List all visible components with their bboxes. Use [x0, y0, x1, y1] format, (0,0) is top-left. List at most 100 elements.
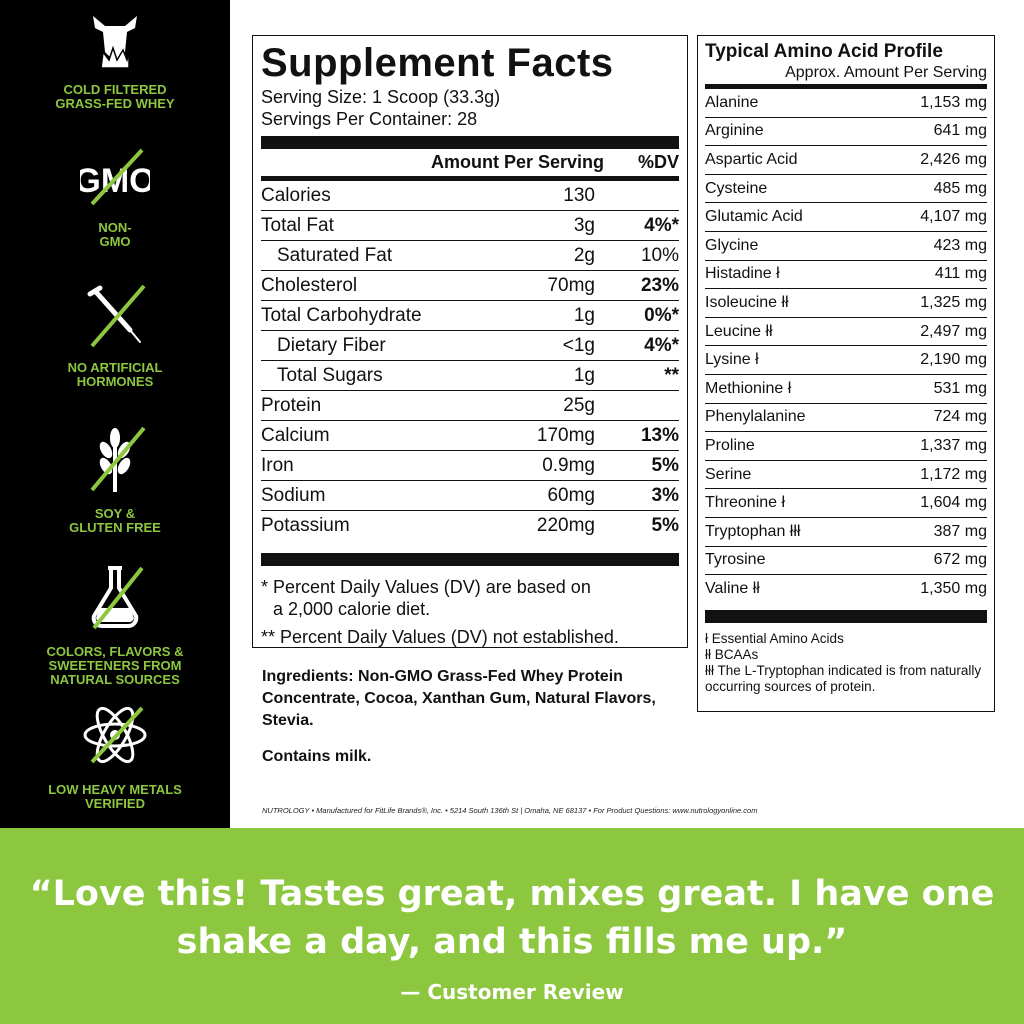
- nutrient-amount: 170mg: [536, 424, 595, 446]
- amino-row: Leucine łł 2,497 mg: [705, 318, 987, 347]
- nutrient-name: Dietary Fiber: [277, 334, 386, 356]
- amino-rows: Alanine 1,153 mg Arginine 641 mg Aspartic Ac…: [705, 89, 987, 604]
- allergen-statement: Contains milk.: [262, 748, 372, 765]
- facts-row: Sodium 60mg 3%: [261, 481, 679, 511]
- divider: [705, 609, 987, 623]
- amino-amount: 1,337 mg: [920, 436, 987, 454]
- divider: [261, 553, 679, 566]
- feature-label: COLORS, FLAVORS & SWEETENERS FROM NATURA…: [46, 644, 184, 687]
- amino-note: łł BCAAs: [705, 646, 759, 662]
- atom-icon: [0, 700, 230, 775]
- amino-row: Valine łł 1,350 mg: [705, 575, 987, 604]
- amino-name: Proline: [705, 436, 755, 454]
- amino-row: Threonine ł 1,604 mg: [705, 489, 987, 518]
- nutrient-dv: 4%*: [644, 334, 679, 356]
- flask-icon: [0, 562, 230, 637]
- nutrient-name: Calories: [261, 184, 331, 206]
- nutrient-name: Saturated Fat: [277, 244, 393, 266]
- feature-item: COLORS, FLAVORS & SWEETENERS FROM NATURA…: [0, 562, 230, 687]
- nutrient-name: Sodium: [261, 484, 326, 506]
- amino-name: Serine: [705, 465, 752, 483]
- nutrient-amount: 3g: [573, 214, 595, 236]
- feature-label: LOW HEAVY METALS VERIFIED: [48, 782, 182, 811]
- divider: [261, 136, 679, 149]
- facts-rows: Calories 130 Total Fat 3g 4%* Saturated Fat 2g…: [261, 181, 679, 541]
- facts-row: Potassium 220mg 5%: [261, 511, 679, 541]
- nutrient-dv: 23%: [640, 274, 679, 296]
- amino-amount: 531 mg: [933, 379, 987, 397]
- nutrient-dv: 13%: [640, 424, 679, 446]
- feature-item: SOY & GLUTEN FREE: [0, 424, 230, 535]
- amino-amount: 485 mg: [933, 179, 987, 197]
- amino-row: Arginine 641 mg: [705, 118, 987, 147]
- amino-name: Histadine ł: [705, 265, 780, 283]
- amino-row: Tyrosine 672 mg: [705, 547, 987, 576]
- nutrient-name: Iron: [261, 454, 294, 476]
- amino-row: Histadine ł 411 mg: [705, 261, 987, 290]
- nutrient-amount: 0.9mg: [542, 454, 595, 476]
- feature-label: COLD FILTERED GRASS-FED WHEY: [55, 82, 175, 111]
- no-gmo-icon: GMO: [0, 146, 230, 213]
- facts-header: Amount Per Serving %DV: [261, 149, 679, 181]
- amino-row: Isoleucine łł 1,325 mg: [705, 289, 987, 318]
- amino-amount: 641 mg: [933, 122, 987, 140]
- amino-row: Methionine ł 531 mg: [705, 375, 987, 404]
- nutrient-amount: <1g: [562, 334, 595, 356]
- feature-item: NO ARTIFICIAL HORMONES: [0, 282, 230, 389]
- amino-amount: 724 mg: [933, 408, 987, 426]
- nutrient-dv: 4%*: [644, 214, 679, 236]
- amino-row: Glutamic Acid 4,107 mg: [705, 203, 987, 232]
- amino-row: Lysine ł 2,190 mg: [705, 346, 987, 375]
- amino-amount: 1,172 mg: [920, 465, 987, 483]
- servings-per-container: Servings Per Container: 28: [261, 109, 478, 129]
- amino-amount: 1,350 mg: [920, 580, 987, 598]
- facts-row: Total Sugars 1g **: [261, 361, 679, 391]
- amino-name: Cysteine: [705, 179, 768, 197]
- amino-amount: 4,107 mg: [920, 208, 987, 226]
- review-quote: “Love this! Tastes great, mixes great. I…: [29, 874, 995, 962]
- facts-row: Cholesterol 70mg 23%: [261, 271, 679, 301]
- nutrient-name: Potassium: [261, 515, 350, 536]
- amino-amount: 2,497 mg: [920, 322, 987, 340]
- amino-name: Arginine: [705, 122, 764, 140]
- footnote-dv: * Percent Daily Values (DV) are based on…: [261, 576, 679, 620]
- facts-title: Supplement Facts: [261, 41, 614, 85]
- facts-row: Calcium 170mg 13%: [261, 421, 679, 451]
- amino-amount: 387 mg: [933, 522, 987, 540]
- nutrient-dv: 3%: [651, 484, 679, 506]
- nutrient-amount: 60mg: [547, 484, 595, 506]
- nutrient-name: Cholesterol: [261, 274, 358, 296]
- amino-name: Tryptophan łłł: [705, 522, 801, 540]
- amino-amount: 1,604 mg: [920, 494, 987, 512]
- nutrient-name: Calcium: [261, 424, 330, 446]
- facts-row: Total Carbohydrate 1g 0%*: [261, 301, 679, 331]
- amino-name: Aspartic Acid: [705, 150, 798, 168]
- amino-notes: ł Essential Amino Acids łł BCAAs łłł The L…: [705, 631, 987, 695]
- review-banner: “Love this! Tastes great, mixes great. I…: [0, 828, 1024, 1024]
- amino-name: Isoleucine łł: [705, 293, 789, 311]
- amino-row: Aspartic Acid 2,426 mg: [705, 146, 987, 175]
- amino-amount: 411 mg: [934, 265, 987, 283]
- nutrient-name: Total Sugars: [277, 364, 383, 386]
- serving-size: Serving Size: 1 Scoop (33.3g): [261, 87, 501, 107]
- nutrient-dv: 5%: [651, 454, 679, 476]
- nutrient-amount: 1g: [573, 304, 595, 326]
- ingredients: Ingredients: Non-GMO Grass-Fed Whey Prot…: [262, 666, 682, 732]
- nutrient-amount: 220mg: [536, 515, 595, 536]
- facts-row: Calories 130: [261, 181, 679, 211]
- amino-row: Proline 1,337 mg: [705, 432, 987, 461]
- footnote-not-established: ** Percent Daily Values (DV) not establi…: [261, 627, 619, 647]
- facts-row: Total Fat 3g 4%*: [261, 211, 679, 241]
- feature-item: GMO NON- GMO: [0, 146, 230, 249]
- supplement-facts-panel: Supplement Facts Serving Size: 1 Scoop (…: [252, 35, 688, 648]
- feature-label: SOY & GLUTEN FREE: [69, 506, 161, 535]
- facts-row: Protein 25g: [261, 391, 679, 421]
- nutrient-amount: 70mg: [547, 274, 595, 296]
- nutrient-dv: 0%*: [644, 304, 679, 326]
- amino-amount: 1,153 mg: [920, 93, 987, 111]
- amino-subtitle: Approx. Amount Per Serving: [705, 64, 987, 89]
- amino-row: Alanine 1,153 mg: [705, 89, 987, 118]
- footnote-line: a 2,000 calorie diet.: [273, 599, 431, 619]
- no-wheat-icon: [0, 424, 230, 499]
- amino-note: ł Essential Amino Acids: [705, 630, 844, 646]
